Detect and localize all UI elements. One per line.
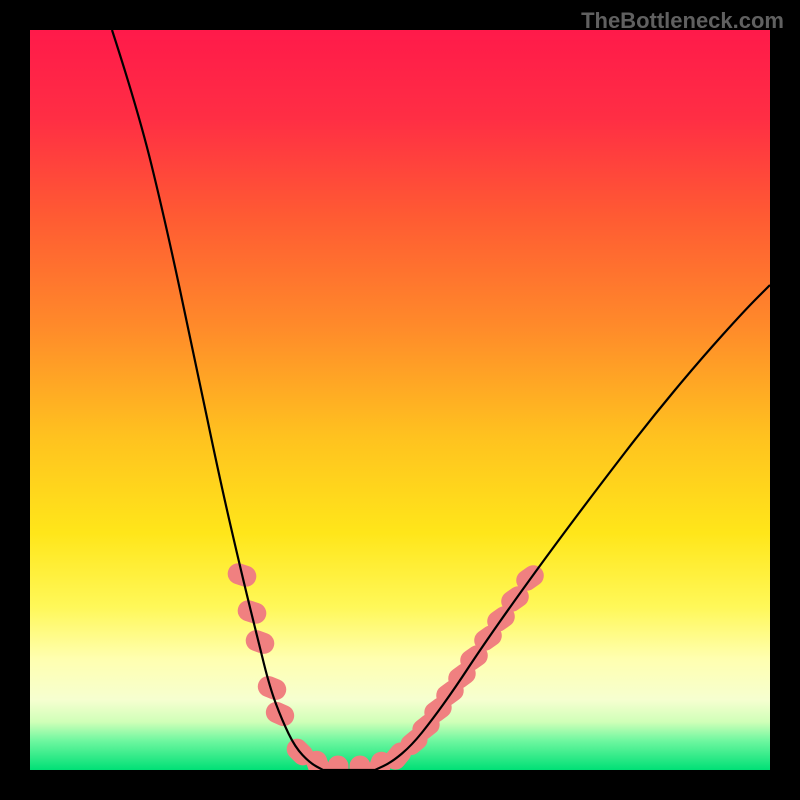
watermark-text: TheBottleneck.com <box>581 8 784 34</box>
chart-svg <box>0 0 800 800</box>
gradient-background <box>30 30 770 770</box>
chart-canvas: { "meta": { "watermark": "TheBottleneck.… <box>0 0 800 800</box>
